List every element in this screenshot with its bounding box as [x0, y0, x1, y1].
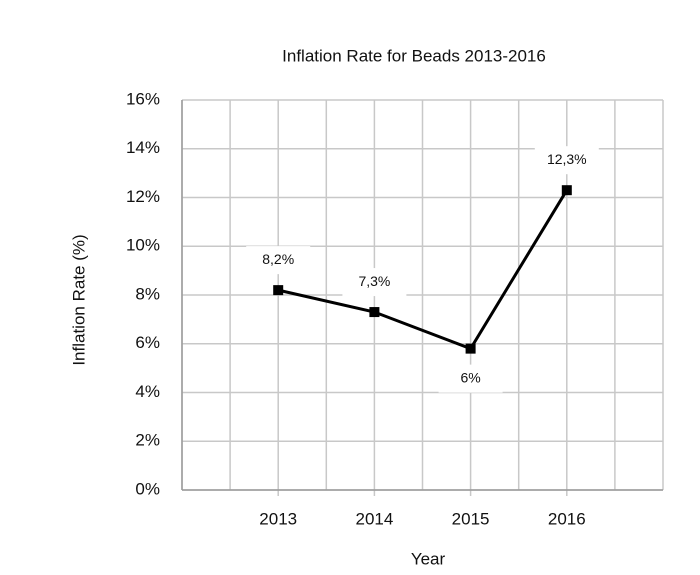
marker [465, 343, 476, 354]
x-axis-label: Year [411, 549, 446, 568]
marker [561, 185, 572, 196]
marker [273, 285, 284, 296]
value-label-bg [246, 246, 311, 275]
y-tick-label: 10% [126, 236, 160, 255]
value-label: 6% [460, 369, 480, 385]
y-tick-label: 14% [126, 138, 160, 157]
value-label: 12,3% [547, 151, 587, 167]
x-tick-label: 2013 [259, 509, 297, 528]
y-tick-label: 6% [135, 333, 160, 352]
x-tick-label: 2016 [548, 509, 586, 528]
chart-title: Inflation Rate for Beads 2013-2016 [282, 46, 546, 65]
y-tick-label: 8% [135, 284, 160, 303]
y-tick-label: 12% [126, 187, 160, 206]
value-label-bg [342, 268, 407, 297]
y-axis-label: Inflation Rate (%) [69, 234, 88, 365]
line [277, 189, 569, 351]
marker [369, 307, 380, 318]
y-tick-label: 2% [135, 431, 160, 450]
x-tick-label: 2015 [452, 509, 490, 528]
value-label-bg [534, 146, 599, 175]
y-tick-label: 4% [135, 382, 160, 401]
value-label-bg [438, 364, 503, 393]
y-tick-label: 0% [135, 479, 160, 498]
value-label: 7,3% [358, 273, 390, 289]
y-tick-label: 16% [126, 89, 160, 108]
x-tick-label: 2014 [355, 509, 393, 528]
value-label: 8,2% [262, 251, 294, 267]
